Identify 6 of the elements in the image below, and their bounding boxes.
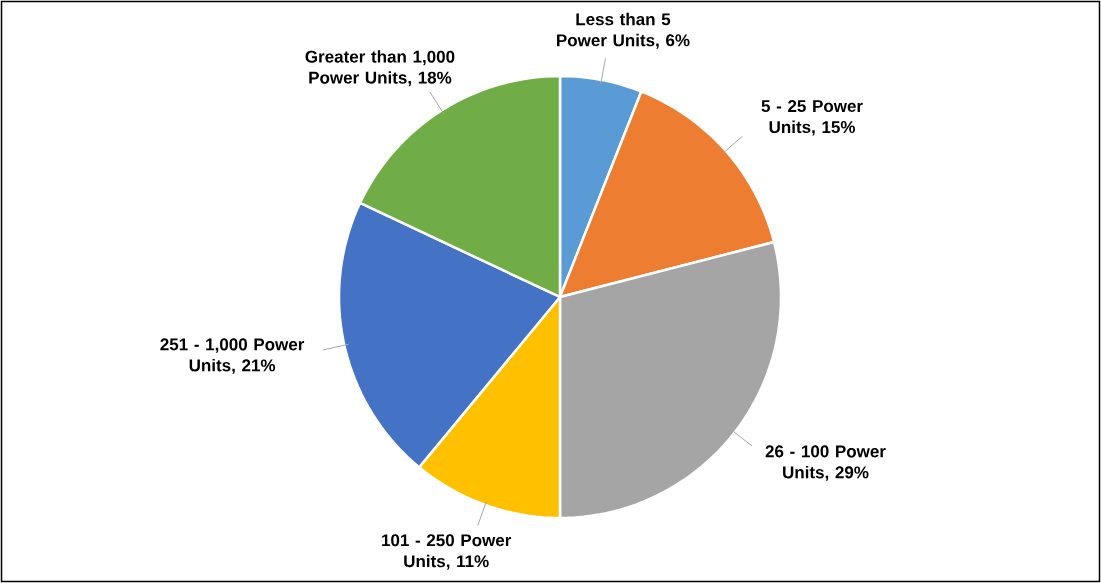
slice-label: 251 - 1,000 Power Units, 21% <box>160 338 305 374</box>
slice-label: Greater than 1,000 Power Units, 18% <box>305 50 455 87</box>
slice-label: 5 - 25 Power Units, 15% <box>761 100 863 136</box>
slice-label: Less than 5 Power Units, 6% <box>557 12 690 49</box>
slice-label: 26 - 100 Power Units, 29% <box>765 445 886 481</box>
slice-label: 101 - 250 Power Units, 11% <box>382 534 512 570</box>
